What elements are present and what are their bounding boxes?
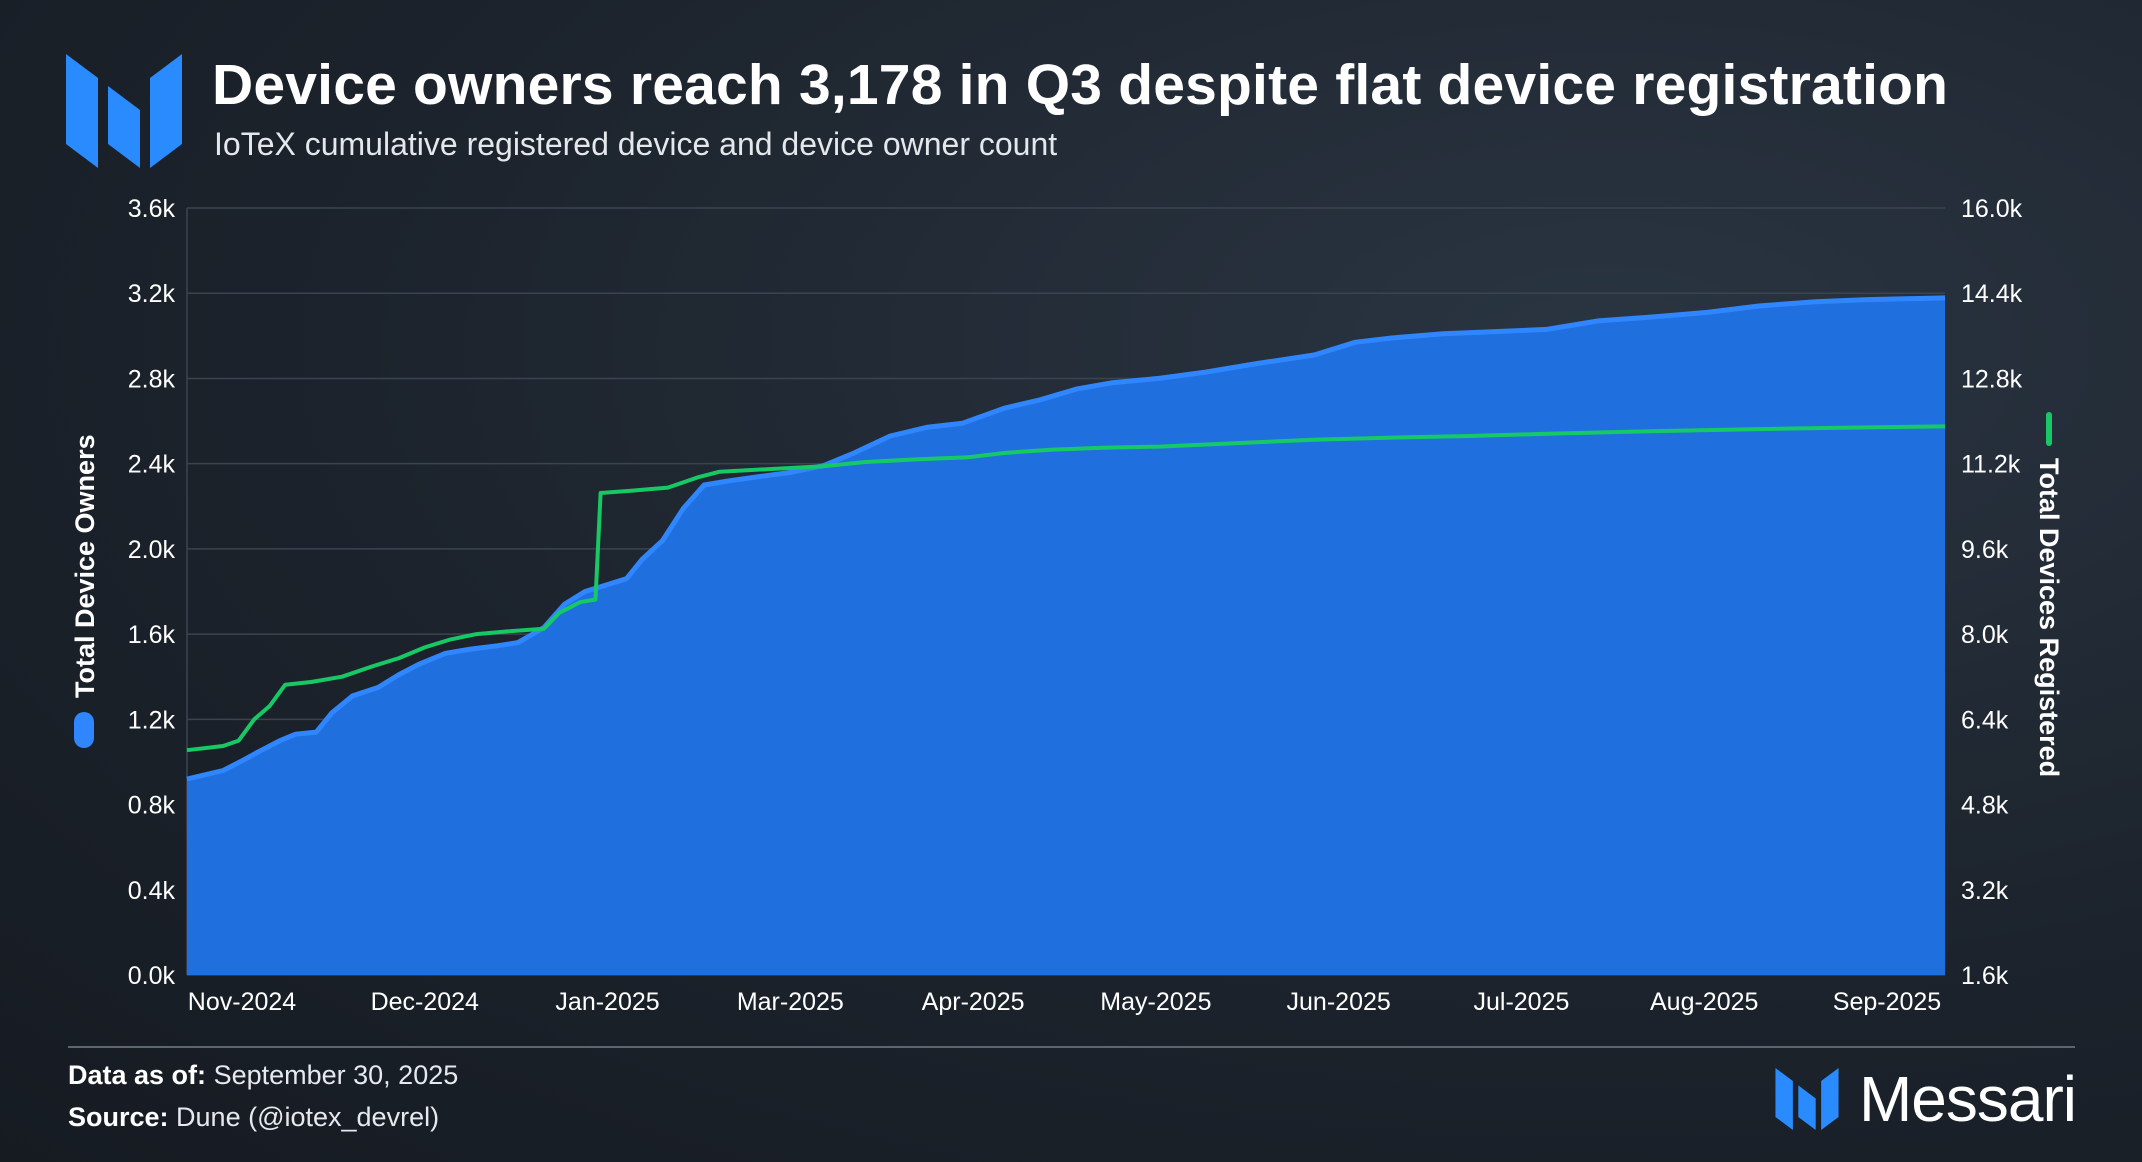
left-tick-label: 2.4k [128,451,176,479]
left-tick-label: 2.0k [128,536,176,564]
chart-subtitle: IoTeX cumulative registered device and d… [214,126,1058,162]
right-axis-ticks: 1.6k 3.2k 4.8k 6.4k 8.0k 9.6k 11.2k 12.8k 14.4k 1… [1961,195,2023,990]
messari-logo-icon [66,54,182,168]
data-as-of-label: Data as of: [68,1060,207,1090]
right-tick-label: 6.4k [1961,706,2009,734]
footer-divider [68,1046,2075,1048]
x-tick-label: Jul-2025 [1473,988,1569,1016]
brand-name: Messari [1858,1063,2077,1135]
left-axis-ticks: 0.0k 0.4k 0.8k 1.2k 1.6k 2.0k 2.4k 2.8k 3.2k 3.6k [128,195,176,990]
legend-marker-devices [2046,412,2052,446]
right-tick-label: 1.6k [1961,962,2009,990]
left-tick-label: 0.0k [128,962,176,990]
right-tick-label: 3.2k [1961,877,2009,905]
left-tick-label: 0.4k [128,877,176,905]
right-tick-label: 16.0k [1961,195,2023,223]
chart: 0.0k 0.4k 0.8k 1.2k 1.6k 2.0k 2.4k 2.8k 3.2k 3.6k… [70,195,2064,1016]
left-tick-label: 3.6k [128,195,176,223]
series-line-total-devices-registered [186,424,1946,753]
left-tick-label: 3.2k [128,280,176,308]
left-tick-label: 0.8k [128,792,176,820]
right-tick-label: 14.4k [1961,280,2023,308]
messari-brand-icon [1775,1068,1839,1130]
source-value: Dune (@iotex_devrel) [176,1102,440,1132]
x-tick-label: Jun-2025 [1287,988,1391,1016]
source: Source: Dune (@iotex_devrel) [68,1102,439,1133]
data-as-of-value: September 30, 2025 [213,1060,459,1090]
left-tick-label: 1.6k [128,621,176,649]
series-line-total-device-owners [186,295,1946,782]
x-tick-label: Sep-2025 [1833,988,1941,1016]
x-tick-label: May-2025 [1100,988,1211,1016]
x-tick-label: Dec-2024 [371,988,479,1016]
x-tick-label: Jan-2025 [555,988,659,1016]
x-tick-label: Nov-2024 [188,988,296,1016]
left-axis-label: Total Device Owners [70,434,100,698]
legend-marker-owners [74,712,94,748]
series-area-total-device-owners [187,297,1945,975]
right-axis-label: Total Devices Registered [2034,458,2064,777]
x-tick-label: Mar-2025 [737,988,844,1016]
left-axis-title: Total Device Owners [70,434,100,748]
x-tick-label: Apr-2025 [922,988,1025,1016]
right-tick-label: 9.6k [1961,536,2009,564]
x-axis-ticks: Nov-2024 Dec-2024 Jan-2025 Mar-2025 Apr-2025… [188,988,1941,1016]
left-tick-label: 1.2k [128,706,176,734]
right-tick-label: 8.0k [1961,621,2009,649]
data-as-of: Data as of: September 30, 2025 [68,1060,458,1091]
left-tick-label: 2.8k [128,365,176,393]
x-tick-label: Aug-2025 [1650,988,1758,1016]
right-tick-label: 4.8k [1961,792,2009,820]
right-axis-title: Total Devices Registered [2034,412,2064,777]
brand: Messari [1775,1063,2077,1135]
right-tick-label: 12.8k [1961,365,2023,393]
chart-title: Device owners reach 3,178 in Q3 despite … [212,53,1949,117]
source-label: Source: [68,1102,169,1132]
right-tick-label: 11.2k [1961,451,2021,479]
